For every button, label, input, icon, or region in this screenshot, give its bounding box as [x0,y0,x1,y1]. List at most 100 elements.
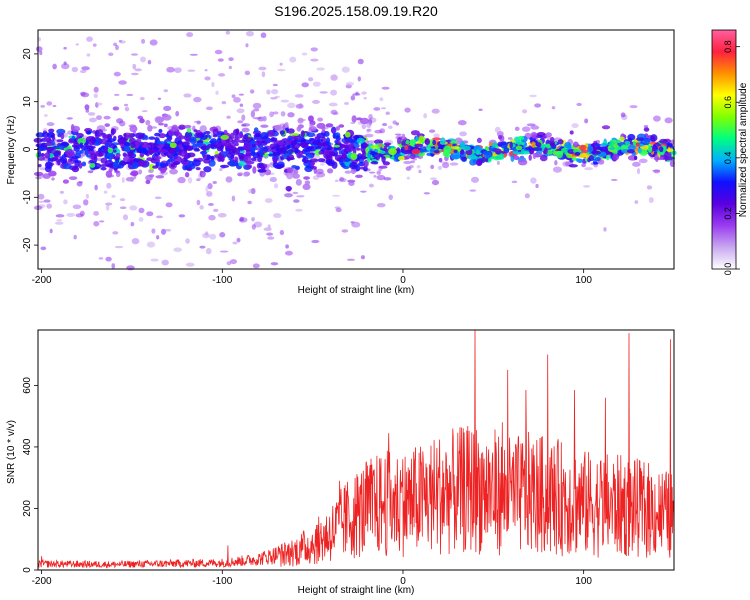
spectrogram-cell [410,160,415,164]
x-tick-label: 100 [575,576,592,587]
spectrogram-cell [84,104,90,111]
spectrogram-cell [419,149,424,153]
spectrogram-cell [183,141,190,146]
y-tick-label: 600 [22,377,33,394]
spectrogram-cell [324,131,330,137]
spectrogram-cell [157,97,162,100]
spectrogram-cell [449,162,459,166]
spectrogram-cell [251,143,256,148]
spectrogram-cell [85,193,90,199]
spectrogram-cell [381,155,386,163]
spectrogram-cell [296,195,305,198]
spectrogram-cell [335,126,340,131]
spectrogram-cell [205,247,212,255]
spectrogram-cell [481,156,486,163]
spectrogram-cell [301,52,308,56]
spectrogram-cell [429,148,435,153]
spectrogram-cell [494,126,501,133]
spectrogram-cell [498,153,505,160]
spectrogram-cell [410,130,420,136]
spectrogram-cell [260,132,269,140]
colorbar: 0.0 0.2 0.4 0.6 0.8 Normalized spectral ampl… [711,29,749,275]
spectrogram-cell [295,179,302,186]
spectrogram-cell [350,167,357,174]
spectrogram-cell [409,153,416,160]
spectrogram-cell [294,94,304,98]
spectrogram-cell [139,118,145,124]
spectrogram-cell [568,164,578,168]
spectrogram-cell [292,136,302,140]
spectrogram-cell [124,135,134,139]
spectrogram-cell [263,227,272,232]
spectrogram-cell [492,148,502,153]
spectrogram-cell [532,147,542,152]
spectrogram-cell [145,119,151,126]
spectrogram-cell [38,200,45,203]
spectrogram-cell [285,185,292,192]
spectrogram-cell [114,170,120,174]
spectrogram-cell [345,81,354,86]
spectrogram-cell [245,43,249,48]
spectrogram-cell [366,128,372,132]
spectrogram-cell [251,217,255,222]
spectrogram-cell [450,146,460,150]
spectrogram-cell [229,259,237,265]
spectrogram-cell [431,179,440,186]
spectrogram-cell [55,145,65,150]
spectrogram-cell [379,128,386,134]
spectrogram-cell [89,162,96,168]
spectrogram-cell [138,207,145,214]
figure-title: S196.2025.158.09.19.R20 [274,3,438,19]
spectrogram-cell [272,156,278,163]
spectrogram-cell [127,151,134,157]
spectrogram-cell [132,63,137,70]
spectrogram-cell [316,67,325,71]
spectrogram-cell [178,124,186,130]
spectrogram-cell [309,158,319,163]
spectrogram-cell [99,138,108,145]
spectrogram-cell [325,123,334,128]
spectrogram-cell [241,127,250,133]
spectrogram-cell [636,167,641,175]
spectrogram-cell [571,123,579,129]
spectrogram-cell [346,258,356,261]
spectrogram-cell [368,171,376,174]
spectrogram-cell [317,158,326,163]
spectrogram-cell [271,88,279,95]
spectrogram-cell [158,148,169,153]
spectrogram-cell [310,161,315,166]
spectrogram-cell [76,181,83,187]
spectrogram-cell [341,66,350,73]
spectrogram-cell [578,153,587,158]
spectrogram-cell [312,81,321,87]
spectrogram-cell [49,228,53,234]
spectrogram-cell [209,233,217,240]
spectrogram-cell [166,66,175,73]
spectrogram-cell [93,221,100,227]
spectrogram-cell [56,128,66,135]
spectrogram-cell [228,65,232,70]
spectrogram-cell [219,250,229,253]
spectrogram-cell [269,176,278,183]
spectrogram-cell [517,135,525,141]
spectrogram-cell [231,94,236,98]
spectrogram-cell [350,152,358,161]
spectrogram-cell [370,144,379,149]
spectrogram-cell [321,124,326,133]
spectrogram-cell [576,158,581,163]
spectrogram-cell [167,129,175,137]
spectrogram-cell [104,160,114,168]
spectrogram-cell [529,94,537,98]
spectrogram-cell [443,145,452,153]
spectrogram-cell [385,111,390,115]
spectrogram-cell [94,184,98,191]
spectrogram-cell [610,178,618,181]
spectrogram-cell [653,115,661,122]
spectrogram-cell [401,133,406,139]
spectrogram-cell [73,146,80,152]
spectrogram-cell [137,160,147,167]
spectrogram-cell [376,170,382,175]
spectrogram-cell [236,237,241,243]
spectrogram-cell [151,228,156,234]
